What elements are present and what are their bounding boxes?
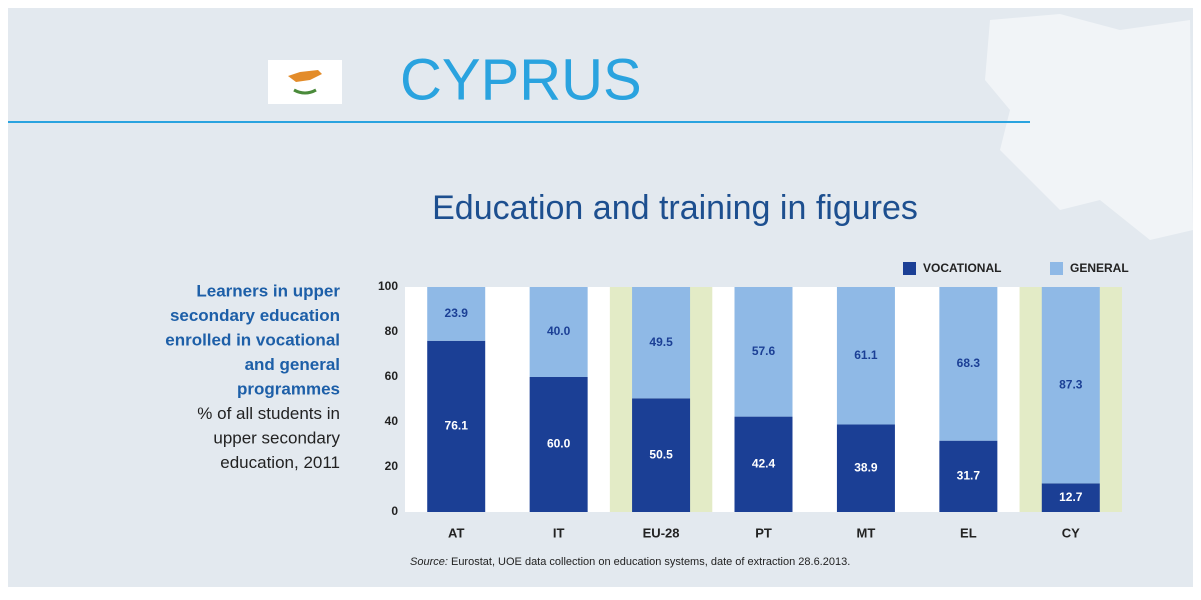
y-tick-label: 60 [385,369,399,383]
bar-segment [529,287,588,377]
description: education, 2011 [220,453,340,472]
x-tick-label: IT [553,525,565,540]
x-tick-label: EL [960,525,977,540]
source-text: Eurostat, UOE data collection on educati… [448,556,850,568]
y-tick-label: 100 [378,279,398,293]
bar-segment [734,287,793,417]
value-label: 50.5 [649,447,673,461]
value-label: 31.7 [957,469,981,483]
bar-segment [632,287,691,399]
bar-segment [734,416,793,512]
flag [268,60,342,104]
value-label: 61.1 [854,348,878,362]
y-tick-label: 0 [391,504,398,518]
bar-segment [939,287,998,441]
flag-branches [293,88,317,95]
x-tick-label: CY [1062,525,1080,540]
legend-swatch [903,262,916,275]
description: upper secondary [213,428,340,447]
legend-label: GENERAL [1070,261,1129,275]
value-label: 42.4 [752,456,776,470]
x-tick-label: PT [755,525,772,540]
chart-title: Education and training in figures [432,189,918,227]
value-label: 23.9 [445,306,469,320]
bar-segment [939,440,998,512]
y-tick-label: 80 [385,324,399,338]
value-label: 49.5 [649,335,673,349]
y-tick-label: 40 [385,414,399,428]
bar-segment [529,377,588,512]
x-tick-label: AT [448,525,464,540]
description: % of all students in [197,404,340,423]
map-silhouette [985,14,1193,240]
bar-segment [632,398,691,512]
bar-segment [1041,483,1100,512]
bar-segment [836,424,895,512]
value-label: 40.0 [547,324,571,338]
value-label: 76.1 [445,419,469,433]
x-tick-label: EU-28 [643,525,680,540]
page-title: CYPRUS [400,47,642,112]
value-label: 60.0 [547,437,571,451]
y-tick-label: 20 [385,459,399,473]
bar-segment [427,287,486,341]
value-label: 57.6 [752,344,776,358]
bar-segment [836,287,895,425]
x-tick-label: MT [857,525,876,540]
bar-segment [427,340,486,512]
value-label: 68.3 [957,356,981,370]
value-label: 87.3 [1059,377,1083,391]
description-bold: programmes [237,379,340,398]
legend-label: VOCATIONAL [923,261,1001,275]
source-note: Source: Eurostat, UOE data collection on… [410,556,850,568]
value-label: 12.7 [1059,490,1083,504]
value-label: 38.9 [854,460,878,474]
description-bold: secondary education [170,306,340,325]
flag-island [288,70,322,82]
source-label: Source: [410,556,448,568]
legend-swatch [1050,262,1063,275]
description-bold: Learners in upper [196,281,340,300]
description-bold: and general [245,355,340,374]
bar-segment [1041,287,1100,484]
description-bold: enrolled in vocational [165,330,340,349]
